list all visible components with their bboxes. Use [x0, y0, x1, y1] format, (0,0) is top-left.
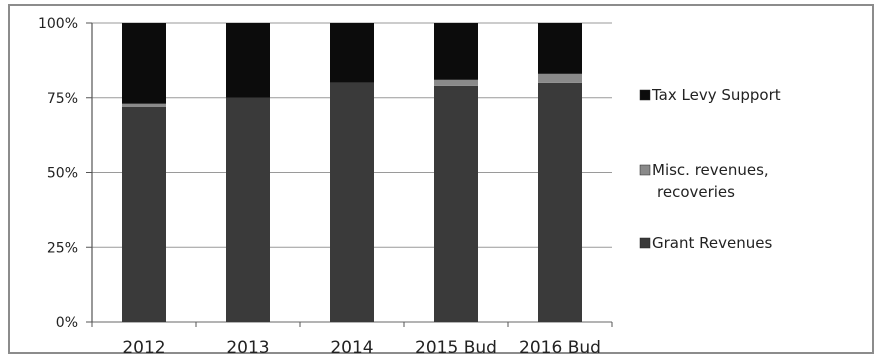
bar-segment [434, 79, 478, 86]
y-tick-label: 25% [47, 240, 78, 256]
legend-swatch [639, 164, 651, 176]
y-tick-label: 0% [56, 315, 78, 331]
bar-segment [538, 73, 582, 83]
x-tick-label: 2013 [226, 338, 269, 358]
bar-segment [226, 97, 270, 322]
x-tick-label: 2016 Bud [519, 338, 601, 358]
bar-segment [538, 23, 582, 74]
legend-label: Grant Revenues [652, 234, 772, 252]
y-tick-label: 100% [38, 16, 78, 32]
y-tick-label: 50% [47, 166, 78, 182]
x-tick-label: 2015 Bud [415, 338, 497, 358]
bar-segment [330, 82, 374, 322]
bar-segment [434, 85, 478, 322]
legend-swatch [639, 237, 651, 249]
legend-swatch [639, 89, 651, 101]
bar-segment [122, 23, 166, 104]
bar-segment [122, 106, 166, 322]
bar-segment [538, 82, 582, 322]
legend-label: Tax Levy Support [651, 86, 781, 104]
bar-segment [122, 103, 166, 107]
x-tick-label: 2012 [122, 338, 165, 358]
x-tick-label: 2014 [330, 338, 373, 358]
legend-label: recoveries [657, 183, 735, 201]
legend-label: Misc. revenues, [652, 161, 769, 179]
bar-segment [330, 23, 374, 83]
bar-segment [226, 23, 270, 98]
y-tick-label: 75% [47, 91, 78, 107]
bar-segment [434, 23, 478, 80]
